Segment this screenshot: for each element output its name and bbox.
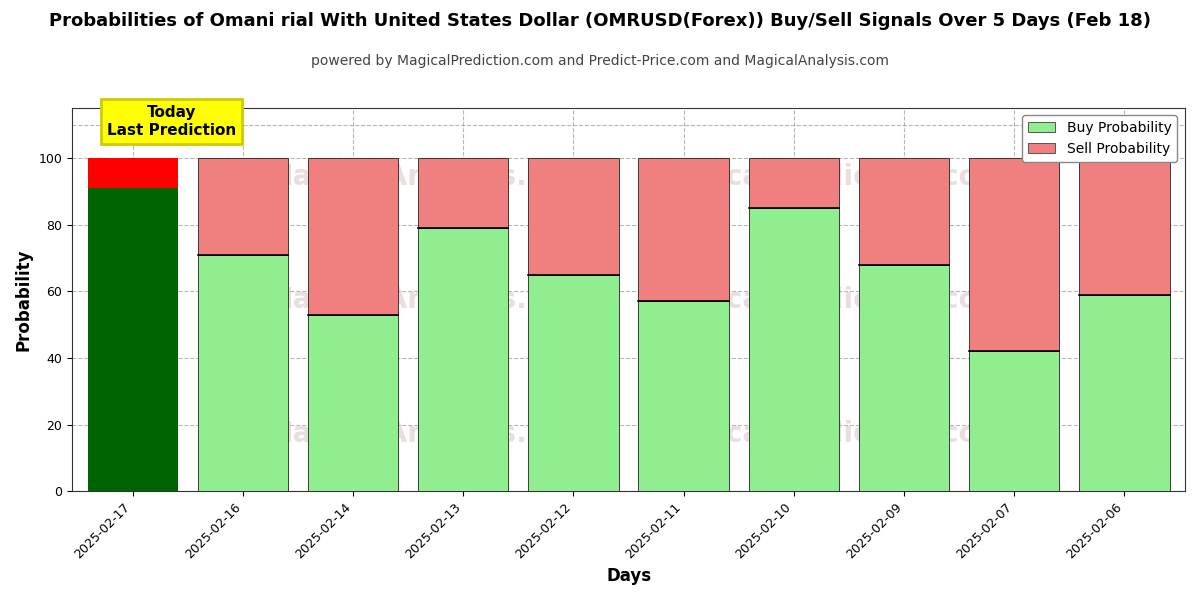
Bar	[198, 254, 288, 491]
Text: MagicalPrediction.com: MagicalPrediction.com	[650, 163, 1007, 191]
Bar	[1079, 158, 1170, 295]
Bar	[1079, 295, 1170, 491]
Bar	[308, 158, 398, 314]
Bar	[198, 158, 288, 254]
X-axis label: Days: Days	[606, 567, 652, 585]
Text: powered by MagicalPrediction.com and Predict-Price.com and MagicalAnalysis.com: powered by MagicalPrediction.com and Pre…	[311, 54, 889, 68]
Bar	[88, 158, 178, 188]
Bar	[638, 301, 728, 491]
Text: MagicalPrediction.com: MagicalPrediction.com	[650, 420, 1007, 448]
Text: MagicalPrediction.com: MagicalPrediction.com	[650, 286, 1007, 314]
Text: MagicalAnalysis.com: MagicalAnalysis.com	[265, 163, 592, 191]
Text: MagicalAnalysis.com: MagicalAnalysis.com	[265, 286, 592, 314]
Bar	[859, 265, 949, 491]
Bar	[308, 314, 398, 491]
Bar	[418, 228, 509, 491]
Bar	[970, 158, 1060, 351]
Y-axis label: Probability: Probability	[16, 248, 34, 351]
Bar	[638, 158, 728, 301]
Bar	[749, 208, 839, 491]
Text: Today
Last Prediction: Today Last Prediction	[107, 105, 236, 137]
Bar	[749, 158, 839, 208]
Text: MagicalAnalysis.com: MagicalAnalysis.com	[265, 420, 592, 448]
Bar	[418, 158, 509, 228]
Text: Probabilities of Omani rial With United States Dollar (OMRUSD(Forex)) Buy/Sell S: Probabilities of Omani rial With United …	[49, 12, 1151, 30]
Bar	[859, 158, 949, 265]
Bar	[528, 275, 619, 491]
Bar	[970, 351, 1060, 491]
Bar	[88, 188, 178, 491]
Legend: Buy Probability, Sell Probability: Buy Probability, Sell Probability	[1022, 115, 1177, 161]
Bar	[528, 158, 619, 275]
